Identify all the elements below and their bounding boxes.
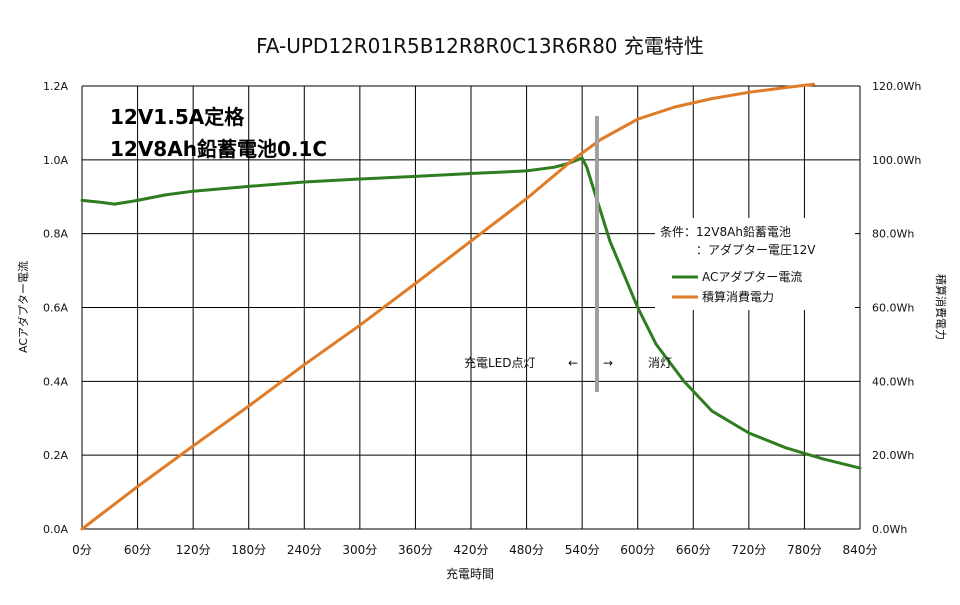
x-tick-label: 360分 [398, 543, 433, 557]
right-tick-label: 0.0Wh [872, 523, 907, 536]
left-tick-label: 0.2A [43, 449, 68, 462]
left-tick-label: 0.8A [43, 228, 68, 241]
x-tick-label: 720分 [731, 543, 766, 557]
x-tick-label: 540分 [565, 543, 600, 557]
left-axis-label: ACアダプター電流 [16, 261, 30, 353]
condition-line-2: ：アダプター電圧12V [696, 242, 816, 257]
right-axis-label: 積算消費電力 [934, 274, 948, 340]
x-tick-label: 660分 [676, 543, 711, 557]
right-tick-label: 40.0Wh [872, 375, 914, 388]
condition-line-1: 条件：12V8Ah鉛蓄電池 [660, 225, 791, 239]
series-layer [80, 82, 862, 531]
x-tick-label: 300分 [342, 543, 377, 557]
left-tick-label: 1.0A [43, 154, 68, 167]
led-off-label: 消灯 [648, 356, 672, 370]
x-tick-label: 240分 [287, 543, 322, 557]
right-axis-tick-labels: 0.0Wh 20.0Wh 40.0Wh 60.0Wh 80.0Wh 100.0Wh 120.… [872, 80, 921, 536]
x-tick-label: 0分 [72, 543, 92, 557]
left-tick-label: 0.0A [43, 523, 68, 536]
right-tick-label: 120.0Wh [872, 80, 921, 93]
arrow-left: ← [568, 356, 578, 370]
x-tick-label: 600分 [620, 543, 655, 557]
right-tick-label: 80.0Wh [872, 228, 914, 241]
x-tick-label: 780分 [787, 543, 822, 557]
right-tick-label: 60.0Wh [872, 302, 914, 315]
right-tick-label: 20.0Wh [872, 449, 914, 462]
x-tick-label: 480分 [509, 543, 544, 557]
right-tick-label: 100.0Wh [872, 154, 921, 167]
left-tick-label: 1.2A [43, 80, 68, 93]
spec-line-1: 12V1.5A定格 [110, 105, 245, 129]
chart-title: FA-UPD12R01R5B12R8R0C13R6R80 充電特性 [256, 34, 704, 58]
legend-label-current: ACアダプター電流 [702, 269, 802, 284]
series-line-ac-current [80, 156, 862, 470]
x-tick-label: 60分 [124, 543, 151, 557]
legend-label-energy: 積算消費電力 [702, 289, 774, 304]
x-tick-label: 840分 [843, 543, 878, 557]
left-axis-tick-labels: 0.0A 0.2A 0.4A 0.6A 0.8A 1.0A 1.2A [43, 80, 68, 536]
x-axis-tick-labels: 0分 60分 120分 180分 240分 300分 360分 420分 480分 540分 600… [72, 543, 877, 557]
series-line-energy [80, 82, 816, 531]
left-tick-label: 0.6A [43, 302, 68, 315]
x-axis-label: 充電時間 [446, 566, 494, 581]
arrow-right: → [603, 356, 613, 370]
x-tick-label: 180分 [231, 543, 266, 557]
led-on-label: 充電LED点灯 [464, 355, 536, 370]
legend-box [655, 218, 855, 310]
x-tick-label: 420分 [454, 543, 489, 557]
spec-line-2: 12V8Ah鉛蓄電池0.1C [110, 137, 327, 161]
left-tick-label: 0.4A [43, 375, 68, 388]
x-tick-label: 120分 [176, 543, 211, 557]
